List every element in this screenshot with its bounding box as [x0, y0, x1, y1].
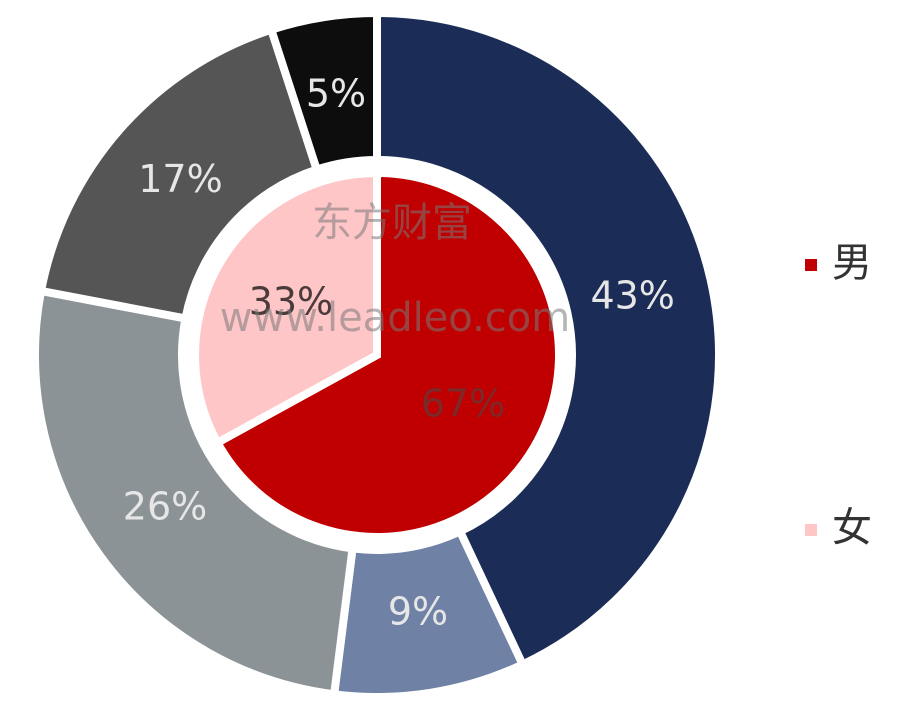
- data-label: 67%: [421, 381, 505, 425]
- legend-swatch: [805, 524, 817, 536]
- plot: [31, 8, 723, 701]
- slice: [36, 24, 322, 324]
- labels: 43% 9% 26% 17% 5% 67% 33%: [123, 72, 675, 634]
- legend-label: 女: [832, 505, 872, 551]
- data-label: 26%: [123, 484, 207, 528]
- watermark: 东方财富: [312, 200, 472, 246]
- legend-swatch: [805, 259, 817, 271]
- watermark: www.leadleo.com: [220, 295, 570, 341]
- data-label: 9%: [388, 589, 448, 633]
- slice: [266, 8, 381, 175]
- data-label: 5%: [306, 72, 366, 116]
- slice: [373, 8, 723, 670]
- slice: [212, 168, 563, 541]
- data-label: 43%: [590, 273, 674, 317]
- data-label: 17%: [138, 157, 222, 201]
- data-label: 33%: [249, 280, 333, 324]
- slice: [191, 168, 381, 449]
- legend-label: 男: [832, 240, 872, 286]
- slice: [31, 286, 358, 699]
